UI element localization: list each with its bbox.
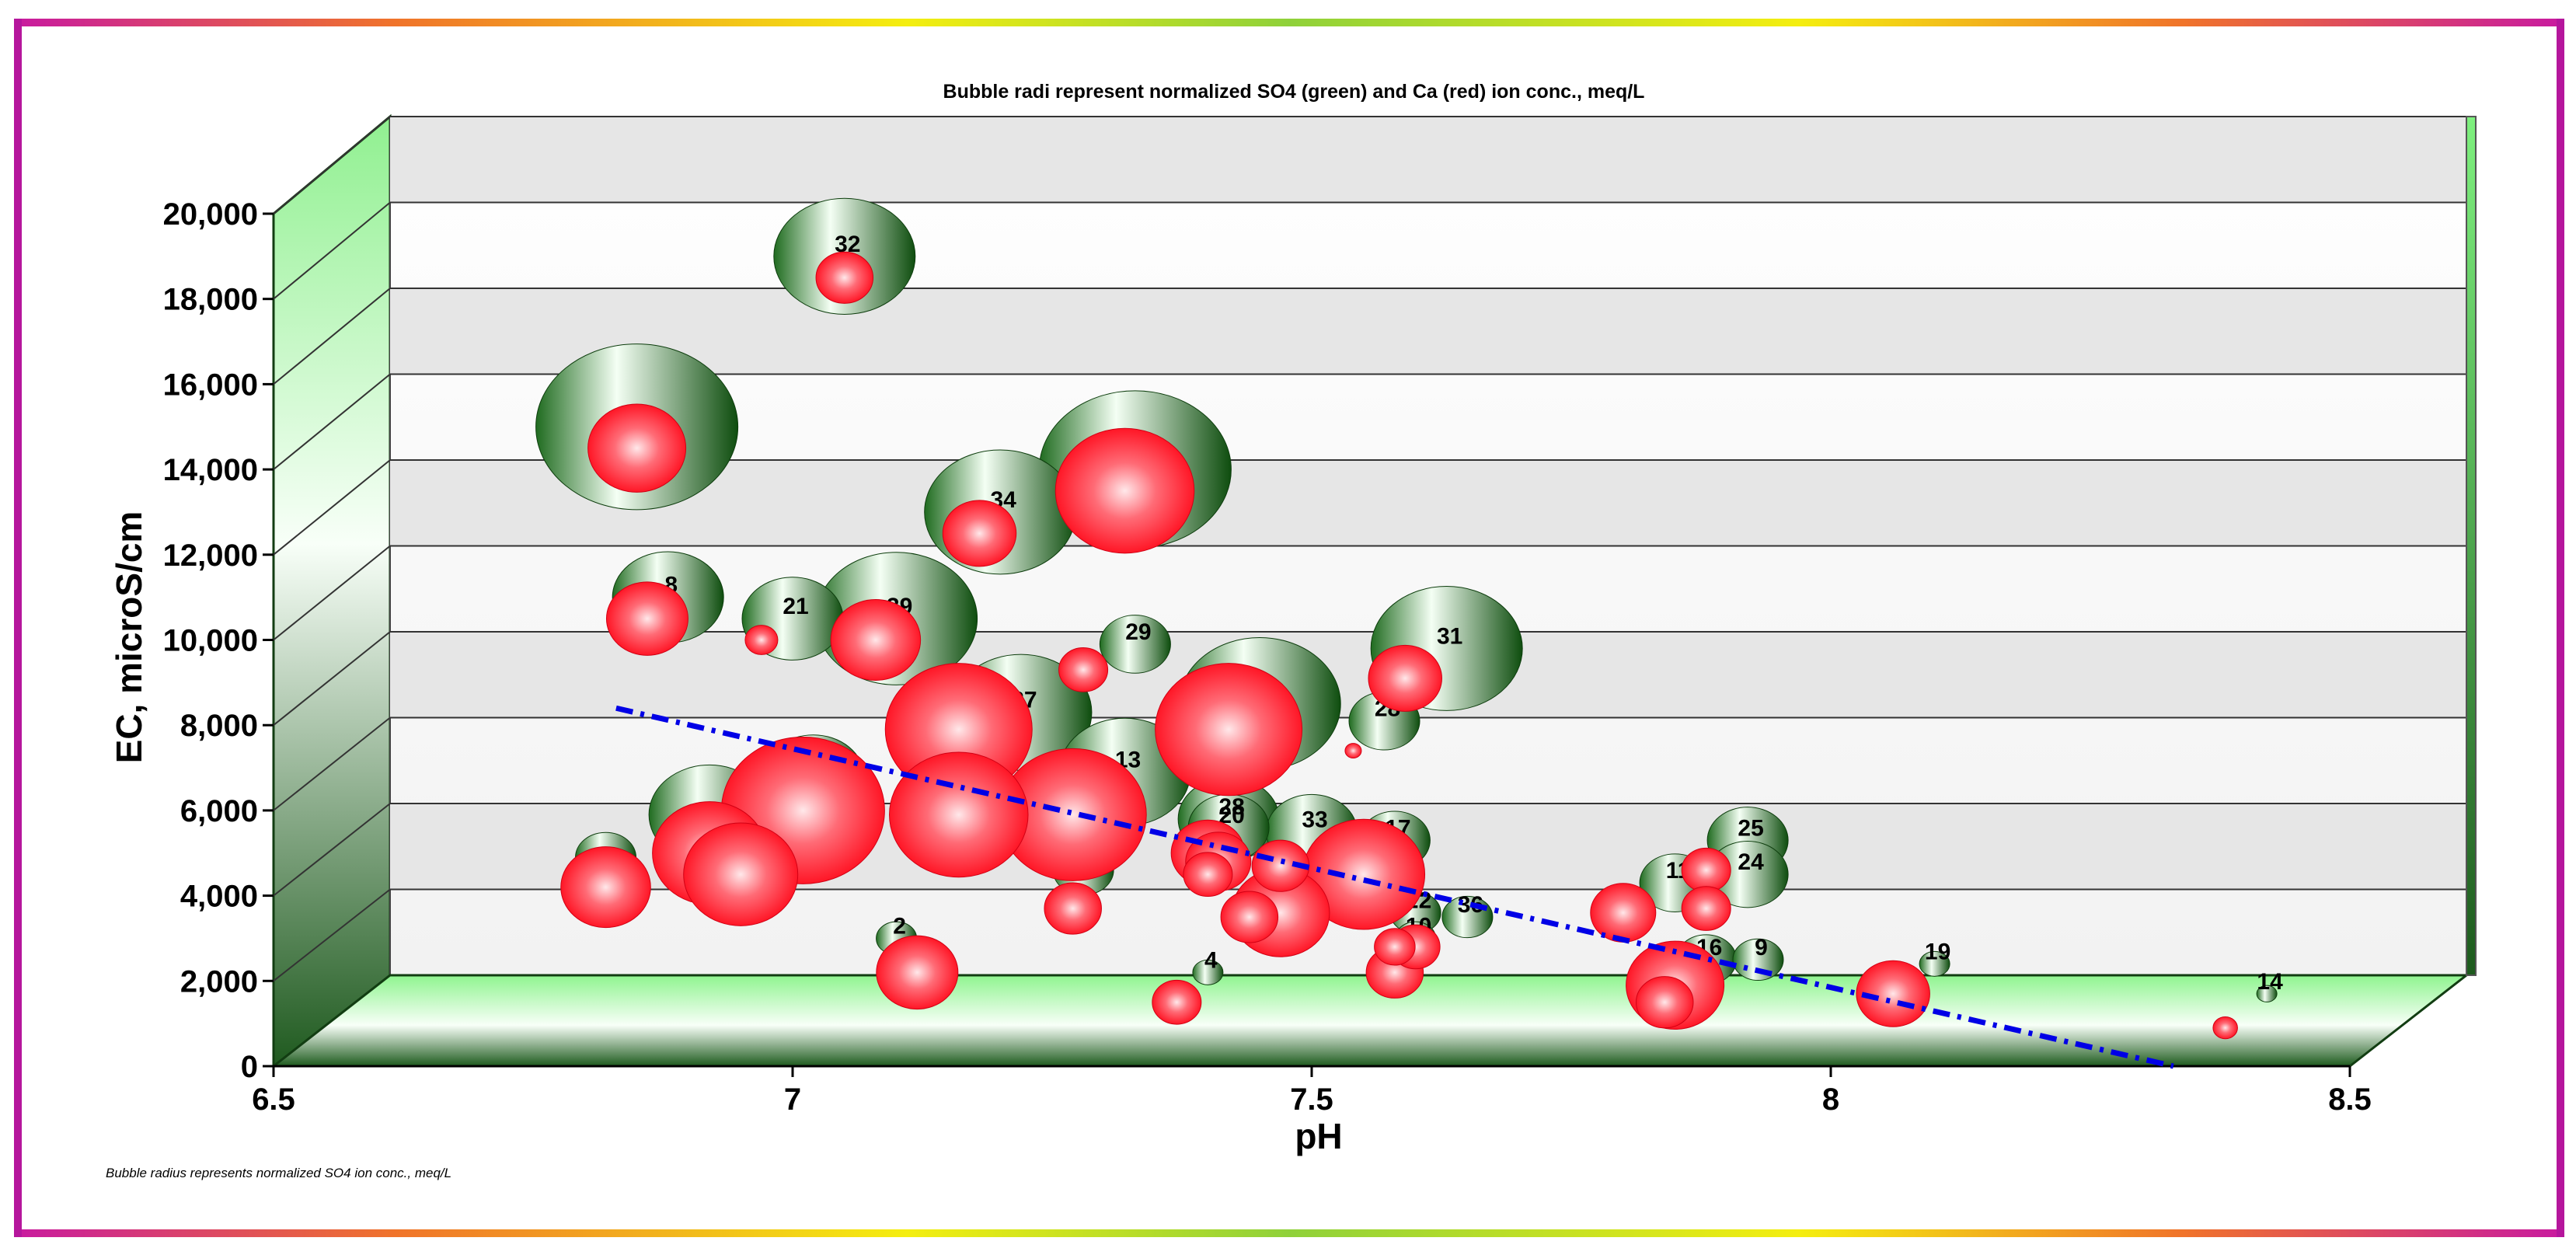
x-tick-label: 6.5 [252, 1082, 295, 1117]
frame-top-border [14, 19, 2564, 26]
right-edge [2466, 116, 2477, 976]
y-tick-label: 0 [241, 1050, 258, 1084]
grid-band [390, 117, 2466, 203]
ca-bubble [1044, 882, 1102, 935]
bubble-label: 4 [1204, 947, 1218, 973]
footnote: Bubble radius represents normalized SO4 … [106, 1166, 451, 1180]
x-tick-label: 7.5 [1290, 1082, 1333, 1117]
bubble-label: 9 [1755, 935, 1768, 960]
ca-bubble [1183, 852, 1233, 898]
y-tick-label: 10,000 [163, 624, 258, 658]
frame-bottom-border [14, 1229, 2564, 1237]
ca-bubble [1635, 976, 1694, 1029]
y-tick-label: 20,000 [163, 197, 258, 232]
y-tick-label: 12,000 [163, 539, 258, 573]
bubble-label: 21 [783, 594, 808, 619]
ca-bubble [1058, 647, 1109, 692]
ca-bubble [1054, 427, 1195, 554]
bubble-label: 29 [1125, 619, 1151, 645]
ca-bubble [560, 846, 651, 929]
ca-bubble [830, 599, 922, 681]
ca-bubble [1344, 743, 1362, 759]
ca-bubble [876, 935, 959, 1010]
bubble-label: 19 [1925, 939, 1950, 964]
ca-bubble [1374, 928, 1416, 966]
x-axis-title: pH [1295, 1116, 1342, 1156]
so4-bubble [2256, 985, 2278, 1002]
gridline-depth [273, 116, 391, 214]
gridline-depth [273, 201, 391, 300]
bubble-label: 28 [1218, 794, 1244, 820]
ca-bubble [2212, 1016, 2238, 1040]
so4-bubble [1192, 959, 1224, 985]
ca-bubble [1681, 886, 1731, 931]
ca-bubble [1681, 847, 1731, 893]
ca-bubble [1368, 644, 1442, 712]
y-axis-ticks: 0 2,000 4,000 6,000 8,000 10,000 12,000 14,000 1… [163, 197, 274, 1084]
grid-band [390, 288, 2466, 375]
y-tick-label: 6,000 [180, 794, 258, 828]
gridline-depth [273, 459, 391, 556]
x-tick-label: 8 [1822, 1082, 1839, 1117]
ca-bubble [1220, 891, 1279, 943]
frame-left-border [14, 19, 22, 1237]
ca-bubble [605, 581, 688, 656]
y-axis-title: EC, microS/cm [109, 511, 149, 764]
ca-bubbles [560, 251, 2238, 1040]
ca-bubble [587, 403, 687, 493]
gridline-depth [273, 716, 391, 811]
frame-right-border [2557, 19, 2564, 1237]
gridline-depth [273, 888, 391, 982]
bubble-label: 33 [1302, 807, 1327, 832]
gridline-depth [273, 803, 391, 897]
plot-floor [270, 974, 2470, 1068]
ca-bubble [942, 500, 1017, 567]
gridline-depth [273, 631, 391, 726]
y-tick-label: 8,000 [180, 709, 258, 743]
ca-bubble [744, 625, 779, 655]
y-tick-label: 14,000 [163, 453, 258, 487]
ca-bubble [1155, 663, 1303, 797]
x-tick-label: 7 [784, 1082, 801, 1117]
ca-bubble [683, 822, 799, 926]
bubble-label: 31 [1437, 623, 1462, 649]
so4-bubble [1099, 615, 1171, 674]
bubble-label: 25 [1738, 815, 1763, 841]
y-tick-label: 16,000 [163, 368, 258, 402]
grid-band [390, 460, 2466, 546]
bubble-label: 14 [2257, 969, 2283, 995]
ca-bubble [815, 251, 874, 304]
chart-title: Bubble radi represent normalized SO4 (gr… [943, 81, 1645, 103]
left-wall [272, 113, 392, 1069]
gridline-depth [273, 373, 391, 470]
bubble-label: 24 [1738, 849, 1764, 875]
ca-bubble [889, 751, 1029, 878]
y-tick-label: 18,000 [163, 283, 258, 317]
ca-bubble [1152, 979, 1202, 1025]
gridline-depth [273, 288, 391, 385]
bubble-label: 2 [893, 913, 906, 939]
gridline-depth [273, 545, 391, 641]
x-tick-label: 8.5 [2328, 1082, 2372, 1117]
y-tick-label: 4,000 [180, 880, 258, 914]
ca-bubble [1590, 883, 1657, 943]
x-axis-ticks: 6.5 7 7.5 8 8.5 [252, 1065, 2372, 1117]
ca-bubble [1856, 960, 1930, 1027]
y-tick-label: 2,000 [180, 964, 258, 999]
so4-bubble [1919, 950, 1950, 977]
trend-line [615, 705, 2174, 1069]
